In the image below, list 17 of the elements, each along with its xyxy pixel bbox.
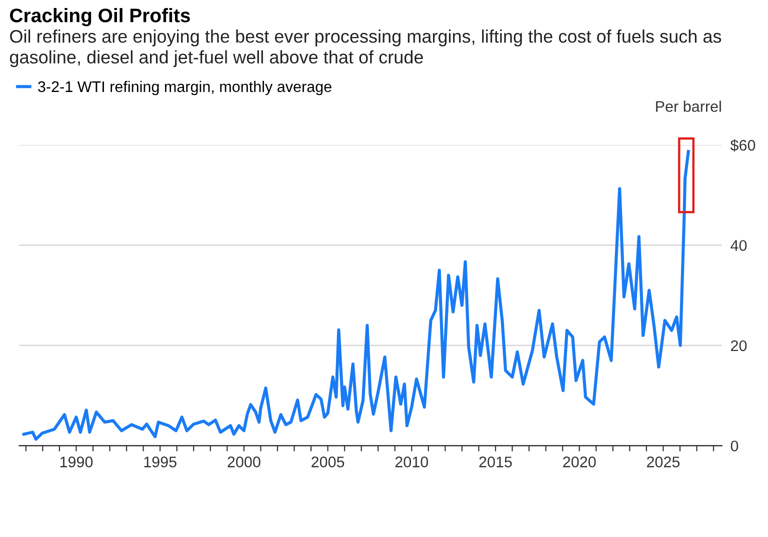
line-series xyxy=(22,150,690,441)
x-tick-label: 2015 xyxy=(479,456,512,468)
y-tick-label: $60 xyxy=(730,139,756,152)
y-tick-label: 40 xyxy=(730,240,747,251)
y-axis-title: Per barrel xyxy=(656,100,721,112)
y-tick-label: 0 xyxy=(730,440,738,452)
legend-label: 3-2-1 WTI refining margin, monthly average xyxy=(38,80,332,96)
x-tick-label: 2005 xyxy=(312,456,344,468)
y-tick-label: 20 xyxy=(731,340,747,352)
chart-title: Cracking Oil Profits xyxy=(10,8,190,26)
chart-subtitle: Oil refiners are enjoying the best ever processing margins, lifting the cost of fuels such as gasoline, diesel and jet-fuel well above that of crude xyxy=(10,30,722,68)
x-tick-label: 2025 xyxy=(646,456,680,468)
x-tick-label: 1995 xyxy=(144,456,176,468)
x-tick-label: 2020 xyxy=(563,456,596,468)
x-tick-label: 2010 xyxy=(395,456,428,468)
x-tick-label: 1990 xyxy=(60,456,93,468)
x-tick-label: 2000 xyxy=(228,456,260,468)
